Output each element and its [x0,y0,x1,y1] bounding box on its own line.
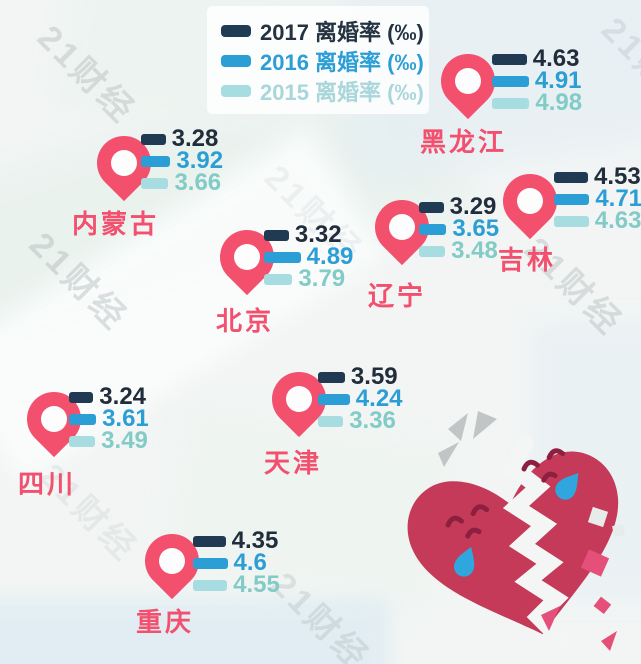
bars-heilongjiang: 4.63 4.91 4.98 [492,45,583,116]
value-2016: 3.61 [102,405,149,432]
value-2016: 4.89 [306,243,354,270]
label-beijing: 北京 [216,306,275,336]
bar-2016 [69,413,97,425]
value-2015: 4.98 [535,89,583,116]
value-2017: 3.28 [171,125,219,152]
bar-2015 [492,97,530,109]
value-2017: 3.29 [449,193,497,220]
pin-circle [228,238,266,276]
legend-swatch-2017 [221,25,251,37]
bar-2015 [318,415,344,427]
legend-row-2017: 2017 离婚率 (‰) [221,16,424,46]
legend-row-2016: 2016 离婚率 (‰) [221,46,424,76]
bars-neimenggu: 3.28 3.92 3.66 [141,125,224,196]
bar-2015 [193,579,228,591]
legend-row-2015: 2015 离婚率 (‰) [221,76,424,106]
bars-jilin: 4.53 4.71 4.63 [554,163,641,234]
label-neimenggu: 内蒙古 [72,209,160,239]
bar-2017 [264,229,289,241]
value-2017: 3.32 [294,221,342,248]
sad-face-left [445,504,490,539]
pale-fragments [587,506,626,537]
label-tianjin: 天津 [264,448,323,478]
label-chongqing: 重庆 [136,607,195,637]
pin-circle [280,380,318,418]
value-2015: 3.49 [101,427,148,454]
teardrop-right [555,473,579,500]
value-2015: 3.48 [451,237,498,264]
value-2017: 4.63 [532,45,580,72]
value-2015: 4.55 [233,571,280,598]
bar-2015 [69,435,96,447]
value-2016: 4.71 [595,185,641,212]
legend-swatch-2016 [221,55,251,67]
value-2015: 4.63 [594,207,641,234]
bar-2017 [492,53,527,65]
pin-circle [153,542,191,580]
pin-circle [511,182,549,220]
bar-2015 [419,245,446,257]
bar-2016 [554,193,590,205]
legend-label-2015: 2015 离婚率 (‰) [260,80,424,105]
bar-2017 [419,201,444,213]
bar-2015 [554,215,589,227]
value-2017: 3.59 [350,363,398,390]
legend-label-2017: 2017 离婚率 (‰) [260,20,424,45]
label-sichuan: 四川 [18,469,77,499]
value-2017: 4.53 [593,163,641,190]
bar-2016 [193,557,228,569]
label-liaoning: 辽宁 [368,281,427,311]
bar-2015 [141,177,169,189]
bars-tianjin: 3.59 4.24 3.36 [318,363,403,434]
pin-circle [449,62,487,100]
teardrop-left [453,546,475,577]
legend-swatch-2015 [221,85,251,97]
pin-circle [35,400,73,438]
bars-beijing: 3.32 4.89 3.79 [264,221,354,292]
sad-face-right [521,448,566,483]
bars-chongqing: 4.35 4.6 4.55 [193,527,280,598]
legend-label-2016: 2016 离婚率 (‰) [260,50,424,75]
value-2017: 4.35 [231,527,279,554]
bar-2016 [318,393,350,405]
value-2016: 3.92 [176,147,224,174]
heart-crack [501,435,570,649]
bar-2017 [318,371,345,383]
label-heilongjiang: 黑龙江 [420,127,508,157]
value-2016: 3.65 [452,215,500,242]
value-2016: 4.6 [233,549,267,576]
bar-2017 [141,133,166,145]
value-2016: 4.24 [355,385,403,412]
broken-heart-illustration [407,411,626,651]
watermark-21caijing: 21财经 [593,10,641,124]
value-2016: 4.91 [534,67,582,94]
impact-marks-icon [438,411,497,467]
label-jilin: 吉林 [498,245,557,275]
bar-2017 [193,535,226,547]
value-2017: 3.24 [99,383,147,410]
value-2015: 3.66 [174,169,222,196]
value-2015: 3.79 [298,265,346,292]
bar-2017 [69,391,94,403]
pin-circle [105,144,143,182]
watermark-21caijing: 21财经 [29,18,143,132]
value-2015: 3.36 [349,407,396,434]
bars-liaoning: 3.29 3.65 3.48 [419,193,500,264]
bar-2016 [264,251,301,263]
bar-2017 [554,171,588,183]
bar-2016 [492,75,529,87]
bars-sichuan: 3.24 3.61 3.49 [69,383,149,454]
heart-fragments [541,549,617,651]
bar-2016 [141,155,171,167]
bar-2016 [419,223,447,235]
legend: 2017 离婚率 (‰) 2016 离婚率 (‰) 2015 离婚率 (‰) [207,6,429,114]
bar-2015 [264,273,293,285]
watermark-21caijing: 21财经 [263,565,377,664]
map-texture-band [0,598,390,664]
pin-circle [383,208,421,246]
